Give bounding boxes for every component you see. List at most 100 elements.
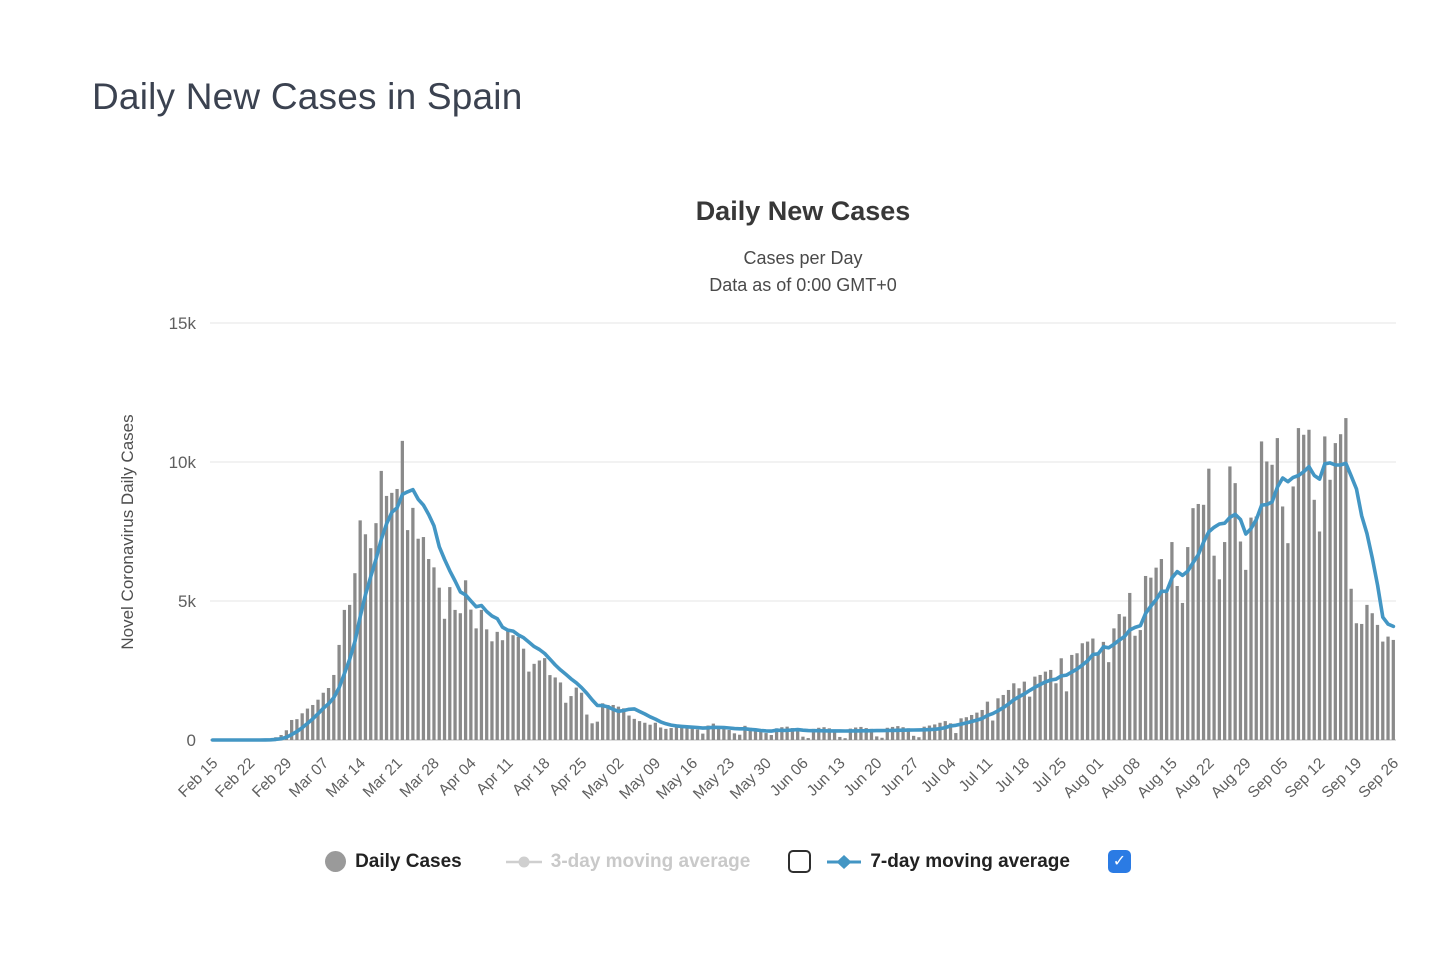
daily-cases-bar — [722, 727, 726, 740]
daily-cases-bar — [574, 687, 578, 740]
7day-moving-average-line — [210, 461, 1396, 742]
daily-cases-bar — [985, 701, 990, 740]
daily-cases-bar — [1286, 543, 1290, 740]
y-tick-label: 5k — [178, 592, 196, 611]
daily-cases-bar — [701, 733, 705, 740]
daily-cases-bar — [1386, 636, 1390, 740]
daily-cases-bar — [1338, 434, 1343, 740]
x-tick-label: Mar 14 — [323, 755, 369, 801]
daily-cases-bar — [1107, 662, 1111, 740]
x-tick-label: Mar 28 — [397, 755, 443, 801]
legend-item-daily-cases[interactable]: Daily Cases — [325, 851, 462, 873]
daily-cases-marker-icon — [325, 851, 347, 872]
daily-cases-bar — [1049, 669, 1053, 740]
daily-cases-bar — [332, 674, 336, 740]
daily-cases-bar — [1370, 613, 1374, 740]
y-tick-label: 0 — [187, 731, 196, 750]
daily-cases-bar — [1022, 681, 1026, 740]
checkbox-7day-moving-average[interactable]: ✓ — [1107, 850, 1131, 873]
legend-item-3day-moving-average[interactable]: 3-day moving average — [505, 851, 750, 873]
daily-cases-bar — [1001, 694, 1005, 740]
daily-cases-bar — [353, 573, 357, 740]
daily-cases-bar — [569, 696, 573, 740]
daily-cases-bar — [648, 724, 652, 740]
daily-cases-bars — [237, 418, 1395, 740]
daily-cases-bar — [1238, 541, 1243, 740]
daily-cases-bar — [374, 523, 378, 740]
daily-cases-bar — [1275, 438, 1279, 740]
daily-cases-bar — [1201, 504, 1206, 740]
daily-cases-bar — [495, 631, 499, 740]
daily-cases-bar — [448, 587, 452, 740]
daily-cases-bar — [543, 658, 547, 740]
x-tick-label: Aug 08 — [1097, 755, 1144, 802]
y-tick-label: 10k — [169, 453, 197, 472]
daily-cases-bar — [906, 728, 911, 740]
daily-cases-bar — [521, 648, 526, 740]
daily-cases-bar — [780, 727, 784, 740]
x-tick-label: Jul 11 — [956, 755, 996, 795]
chart-subtitle-line1: Cases per Day — [743, 248, 863, 268]
daily-cases-bar — [785, 726, 789, 740]
daily-cases-bar — [1006, 689, 1011, 740]
daily-cases-bar — [753, 729, 758, 740]
daily-cases-bar — [1344, 418, 1348, 740]
daily-cases-bar — [1312, 499, 1316, 740]
daily-cases-bar — [1196, 503, 1200, 740]
daily-cases-bar — [690, 725, 694, 740]
daily-cases-bar — [479, 609, 484, 740]
daily-cases-bar — [680, 726, 684, 740]
x-tick-label: Mar 07 — [286, 755, 332, 801]
x-tick-label: Apr 11 — [473, 755, 517, 799]
daily-cases-bar — [969, 714, 974, 740]
checkbox-3day-moving-average[interactable] — [788, 850, 812, 873]
daily-cases-bar — [622, 708, 626, 740]
x-tick-label: Sep 12 — [1282, 755, 1329, 802]
daily-cases-bar — [801, 736, 805, 740]
daily-cases-bar — [1191, 508, 1195, 740]
daily-cases-bar — [358, 520, 362, 740]
daily-cases-bar — [474, 628, 478, 740]
y-axis-tick-labels: 0 5k 10k 15k — [169, 314, 197, 750]
daily-cases-bar — [1054, 683, 1058, 740]
daily-cases-bar — [711, 723, 715, 740]
daily-cases-bar — [1280, 506, 1285, 740]
daily-cases-bar — [1175, 585, 1179, 740]
3day-moving-average-marker-icon — [505, 856, 542, 867]
daily-cases-bar — [1059, 658, 1063, 740]
x-tick-label: May 30 — [727, 755, 775, 803]
x-tick-label: Jul 04 — [918, 755, 960, 797]
daily-cases-bar — [590, 723, 594, 740]
daily-cases-bar — [1070, 654, 1074, 740]
daily-cases-bar — [1365, 604, 1369, 740]
daily-cases-bar — [1143, 575, 1148, 740]
daily-cases-bar — [1270, 464, 1274, 740]
daily-cases-bar — [1254, 516, 1258, 740]
daily-cases-bar — [848, 728, 853, 740]
daily-cases-bar — [996, 698, 1000, 740]
daily-cases-bar — [811, 728, 816, 740]
legend-item-7day-moving-average[interactable]: 7-day moving average — [827, 851, 1070, 873]
daily-cases-bar — [864, 728, 868, 740]
daily-cases-bar — [869, 728, 874, 740]
daily-cases-bar — [516, 636, 520, 740]
daily-cases-bar — [427, 559, 431, 740]
daily-cases-bar — [991, 720, 995, 740]
daily-cases-bar — [1354, 623, 1359, 740]
daily-cases-bar — [595, 721, 600, 740]
daily-cases-bar — [716, 726, 721, 740]
daily-cases-bar — [827, 728, 831, 740]
daily-cases-bar — [384, 495, 389, 740]
daily-cases-bar — [1159, 559, 1164, 740]
daily-cases-bar — [774, 728, 779, 740]
daily-cases-bar — [922, 726, 926, 740]
daily-cases-bar — [1027, 696, 1032, 740]
daily-cases-bar — [627, 715, 631, 740]
daily-cases-bar — [369, 548, 373, 740]
daily-cases-bar — [527, 671, 531, 740]
daily-cases-bar — [1101, 641, 1106, 740]
daily-cases-bar — [854, 727, 858, 740]
daily-cases-bar — [832, 729, 837, 740]
daily-cases-bar — [838, 736, 842, 740]
